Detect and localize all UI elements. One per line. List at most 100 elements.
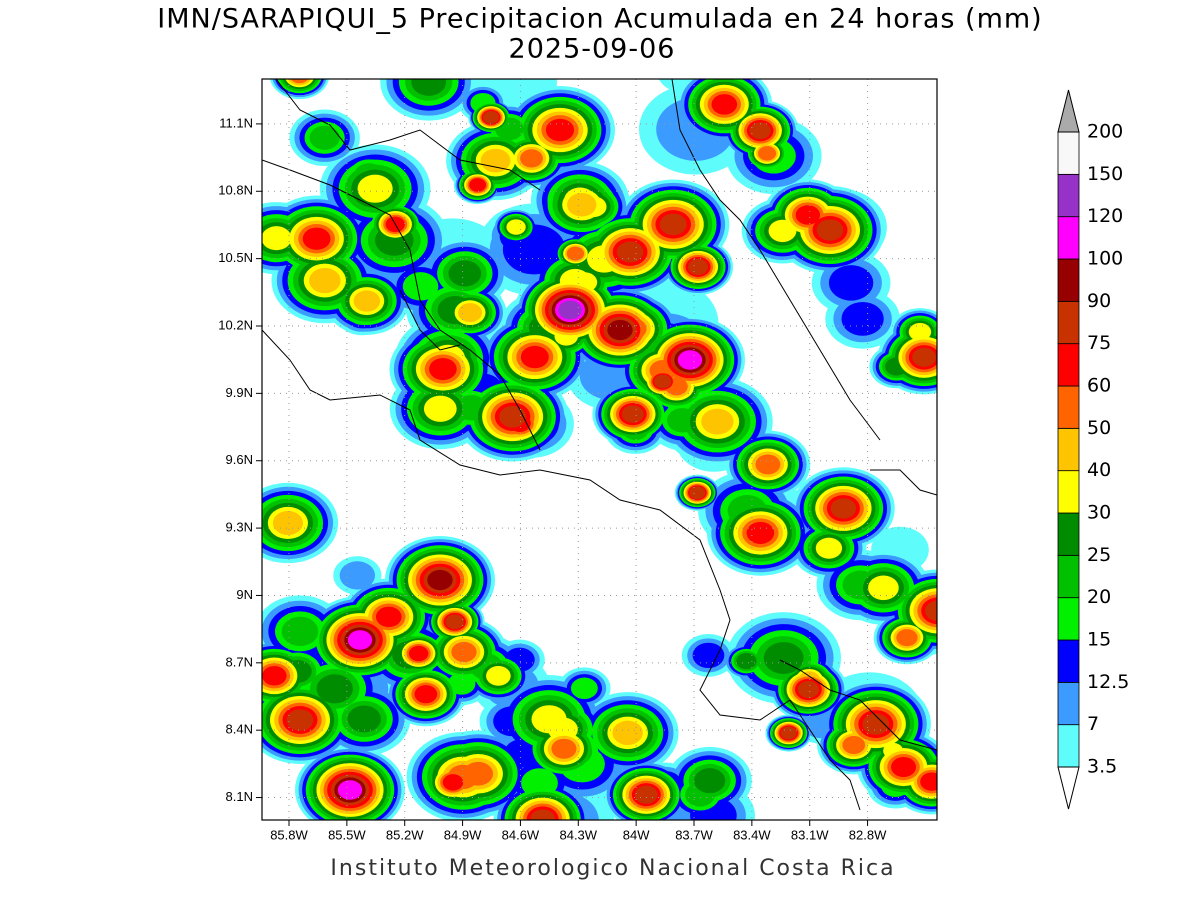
precip-area [290, 79, 309, 84]
coastlines [262, 79, 937, 811]
precip-area [841, 301, 884, 336]
axis-ticks: 11.1N 10.8N 10.5N 10.2N 9.9N 9.6N 9.3N 9N 8.7N 8.… [218, 115, 887, 842]
precip-area [908, 322, 932, 341]
lat-tick-label: 11.1N [219, 115, 253, 130]
lon-tick-label: 84.3W [559, 827, 597, 842]
colorbar-label: 75 [1087, 332, 1111, 354]
precip-area [815, 537, 843, 559]
colorbar-label: 20 [1087, 586, 1111, 608]
precip-area [309, 125, 340, 150]
colorbar-bin [1057, 597, 1080, 641]
precip-area [316, 674, 353, 704]
precip-area [694, 768, 726, 794]
colorbar-bin [1057, 216, 1080, 260]
precip-area [567, 192, 597, 217]
colorbar-over [1057, 89, 1080, 133]
precip-area [286, 709, 314, 731]
lon-tick-label: 84.6W [502, 827, 540, 842]
precip-area [868, 575, 899, 601]
precip-area [347, 630, 373, 650]
precip-area [842, 735, 866, 755]
colorbar-bin [1057, 681, 1080, 726]
precip-area [520, 345, 549, 369]
precip-area [463, 761, 494, 786]
colorbar-label: 7 [1087, 713, 1099, 735]
colorbar-label: 3.5 [1087, 756, 1117, 778]
lon-tick-label: 85.2W [386, 827, 424, 842]
precip-area [375, 606, 402, 628]
precip-area [862, 713, 890, 735]
colorbar: 3.5 7 12.5 15 20 25 30 40 50 60 75 90 100 120 150 200 [1057, 89, 1129, 810]
precip-area [530, 809, 556, 820]
precip-area [208, 198, 249, 231]
lat-tick-label: 8.1N [226, 789, 253, 804]
lon-tick-label: 83.7W [675, 827, 713, 842]
lon-tick-label: 84.9W [444, 827, 482, 842]
precip-area [616, 241, 644, 263]
precip-area [281, 616, 319, 647]
precip-area [506, 219, 526, 235]
precip-area [692, 642, 725, 669]
precip-area [758, 146, 777, 161]
precip-area [448, 260, 482, 287]
colorbar-bin [1057, 173, 1080, 218]
precip-field [208, 79, 937, 820]
footer: Instituto Meteorologico Nacional Costa R… [330, 856, 895, 881]
lat-tick-label: 8.7N [226, 654, 253, 669]
precip-area [408, 645, 429, 662]
lon-tick-label: 83.4W [733, 827, 771, 842]
precip-area [891, 757, 917, 778]
lon-tick-label: 85.8W [270, 827, 308, 842]
lat-tick-label: 8.4N [226, 722, 253, 737]
colorbar-bin [1057, 554, 1080, 599]
precip-area [347, 705, 381, 733]
colorbar-label: 12.5 [1087, 671, 1129, 693]
precip-area [688, 258, 709, 275]
precip-area [755, 454, 781, 475]
precip-area [768, 219, 797, 243]
colorbar-bin [1057, 385, 1080, 429]
precip-area [499, 405, 527, 428]
lat-tick-label: 10.5N [218, 250, 253, 265]
precip-area [797, 681, 820, 698]
colorbar-bin [1057, 131, 1080, 175]
lat-tick-label: 9.3N [226, 520, 253, 535]
lat-tick-label: 10.8N [218, 183, 253, 198]
precip-area [896, 629, 918, 647]
precip-area [654, 374, 672, 389]
precip-area [780, 726, 797, 740]
precip-area [469, 178, 487, 192]
precip-area [423, 395, 457, 422]
precip-area [309, 267, 341, 294]
precip-area [302, 227, 331, 250]
colorbar-bin [1057, 512, 1080, 556]
lat-tick-label: 9.9N [226, 385, 253, 400]
precip-area [353, 290, 381, 312]
precip-area [689, 486, 706, 500]
colorbar-label: 30 [1087, 502, 1111, 524]
precip-area [711, 94, 738, 115]
precip-area [701, 408, 734, 435]
precip-area [634, 785, 658, 804]
precip-area [445, 614, 464, 630]
precip-area [427, 569, 453, 591]
lon-tick-label: 82.8W [849, 827, 887, 842]
lat-tick-label: 9N [236, 587, 253, 602]
precip-area [339, 561, 376, 590]
precip-area [763, 642, 804, 675]
colorbar-bin [1057, 427, 1080, 472]
precip-area [442, 774, 464, 791]
lon-tick-label: 83.1W [791, 827, 829, 842]
precip-area [830, 498, 857, 519]
lon-tick-label: 85.5W [328, 827, 366, 842]
precip-area [262, 666, 287, 686]
colorbar-under [1057, 766, 1080, 810]
precip-area [816, 219, 844, 241]
colorbar-bin [1057, 470, 1080, 514]
precip-area [458, 303, 483, 323]
precip-area [570, 677, 598, 700]
precip-area [213, 202, 244, 227]
precip-area [677, 350, 703, 370]
precip-area [566, 246, 585, 261]
